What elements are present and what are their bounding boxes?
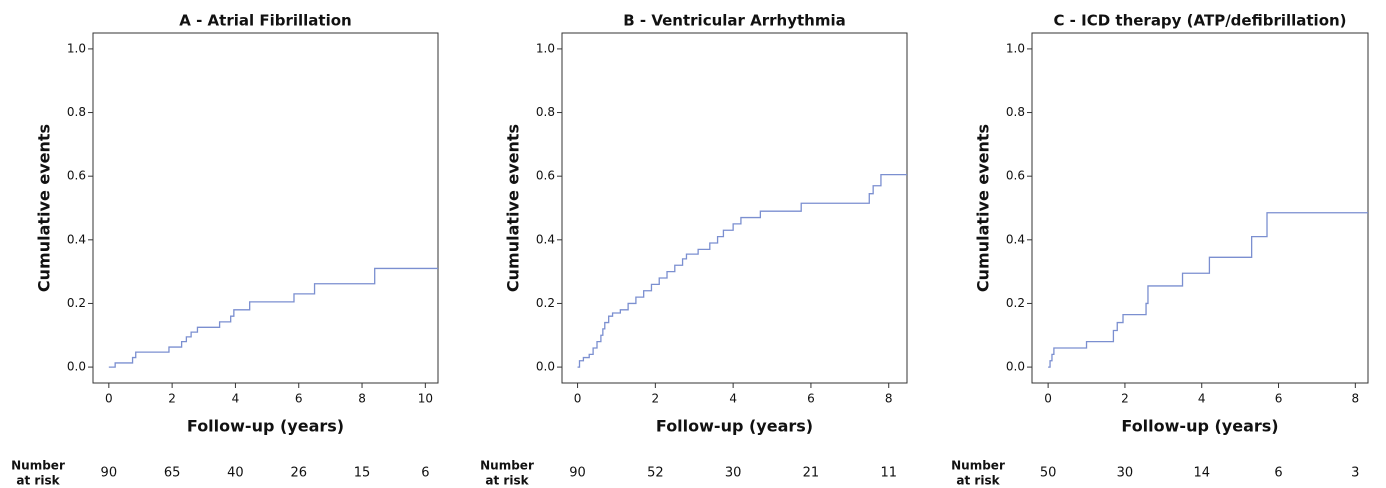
risk-count: 21: [803, 466, 820, 481]
risk-count: 6: [421, 466, 429, 481]
x-axis-label: Follow-up (years): [187, 417, 344, 436]
risk-count: 90: [101, 466, 118, 481]
x-tick-label: 8: [358, 392, 366, 406]
x-tick-label: 4: [232, 392, 240, 406]
y-tick-label: 0.4: [536, 232, 555, 246]
risk-count: 30: [725, 466, 742, 481]
y-tick-label: 0.6: [536, 169, 555, 183]
plot-frame: [1031, 32, 1369, 384]
risk-count: 11: [880, 466, 897, 481]
risk-label: Number: [11, 459, 65, 473]
x-tick-label: 0: [1044, 392, 1052, 406]
chart-title: C - ICD therapy (ATP/defibrillation): [1053, 12, 1346, 30]
x-tick-label: 0: [105, 392, 113, 406]
risk-count: 15: [354, 466, 371, 481]
risk-count: 50: [1040, 466, 1057, 481]
chart-title: B - Ventricular Arrhythmia: [623, 12, 846, 30]
risk-label: at risk: [485, 474, 529, 488]
y-tick-label: 0.6: [1006, 169, 1025, 183]
y-tick-label: 0.0: [67, 360, 86, 374]
risk-label: at risk: [956, 474, 1000, 488]
plot-frame: [92, 32, 439, 384]
risk-count: 6: [1274, 466, 1282, 481]
x-axis-label: Follow-up (years): [1121, 417, 1278, 436]
risk-count: 52: [647, 466, 664, 481]
y-tick-label: 0.2: [536, 296, 555, 310]
x-tick-label: 6: [807, 392, 815, 406]
risk-count: 14: [1193, 466, 1210, 481]
y-tick-label: 1.0: [67, 41, 86, 55]
y-tick-label: 0.8: [1006, 105, 1025, 119]
plot-frame: [561, 32, 908, 384]
x-tick-label: 6: [1275, 392, 1283, 406]
panel: C - ICD therapy (ATP/defibrillation) Foll…: [951, 12, 1369, 488]
y-tick-label: 0.8: [67, 105, 86, 119]
x-tick-label: 2: [652, 392, 660, 406]
y-tick-label: 0.0: [536, 360, 555, 374]
chart-title: A - Atrial Fibrillation: [179, 12, 351, 30]
y-tick-label: 0.4: [67, 232, 86, 246]
y-axis-label: Cumulative events: [974, 124, 993, 292]
km-curve: [1048, 212, 1368, 368]
y-tick-label: 0.4: [1006, 232, 1025, 246]
panel: B - Ventricular Arrhythmia Follow-up (yea…: [480, 12, 908, 488]
panel: A - Atrial Fibrillation Follow-up (years)…: [11, 12, 439, 488]
y-tick-label: 1.0: [536, 41, 555, 55]
risk-count: 40: [227, 466, 244, 481]
y-tick-label: 0.2: [1006, 296, 1025, 310]
x-tick-label: 10: [418, 392, 433, 406]
km-curve: [108, 267, 438, 368]
risk-count: 65: [164, 466, 181, 481]
y-axis-label: Cumulative events: [35, 124, 54, 292]
risk-label: Number: [480, 459, 534, 473]
y-tick-label: 1.0: [1006, 41, 1025, 55]
x-tick-label: 8: [1352, 392, 1360, 406]
x-tick-label: 4: [729, 392, 737, 406]
km-curve: [577, 173, 907, 368]
y-tick-label: 0.2: [67, 296, 86, 310]
risk-count: 26: [290, 466, 307, 481]
risk-label: at risk: [16, 474, 60, 488]
x-tick-label: 2: [1121, 392, 1129, 406]
x-tick-label: 4: [1198, 392, 1206, 406]
risk-count: 3: [1351, 466, 1359, 481]
x-tick-label: 2: [168, 392, 176, 406]
y-tick-label: 0.6: [67, 169, 86, 183]
risk-count: 30: [1117, 466, 1134, 481]
x-tick-label: 0: [574, 392, 582, 406]
risk-count: 90: [569, 466, 586, 481]
y-tick-label: 0.8: [536, 105, 555, 119]
y-axis-label: Cumulative events: [504, 124, 523, 292]
y-tick-label: 0.0: [1006, 360, 1025, 374]
x-axis-label: Follow-up (years): [656, 417, 813, 436]
x-tick-label: 6: [295, 392, 303, 406]
x-tick-label: 8: [885, 392, 893, 406]
risk-label: Number: [951, 459, 1005, 473]
